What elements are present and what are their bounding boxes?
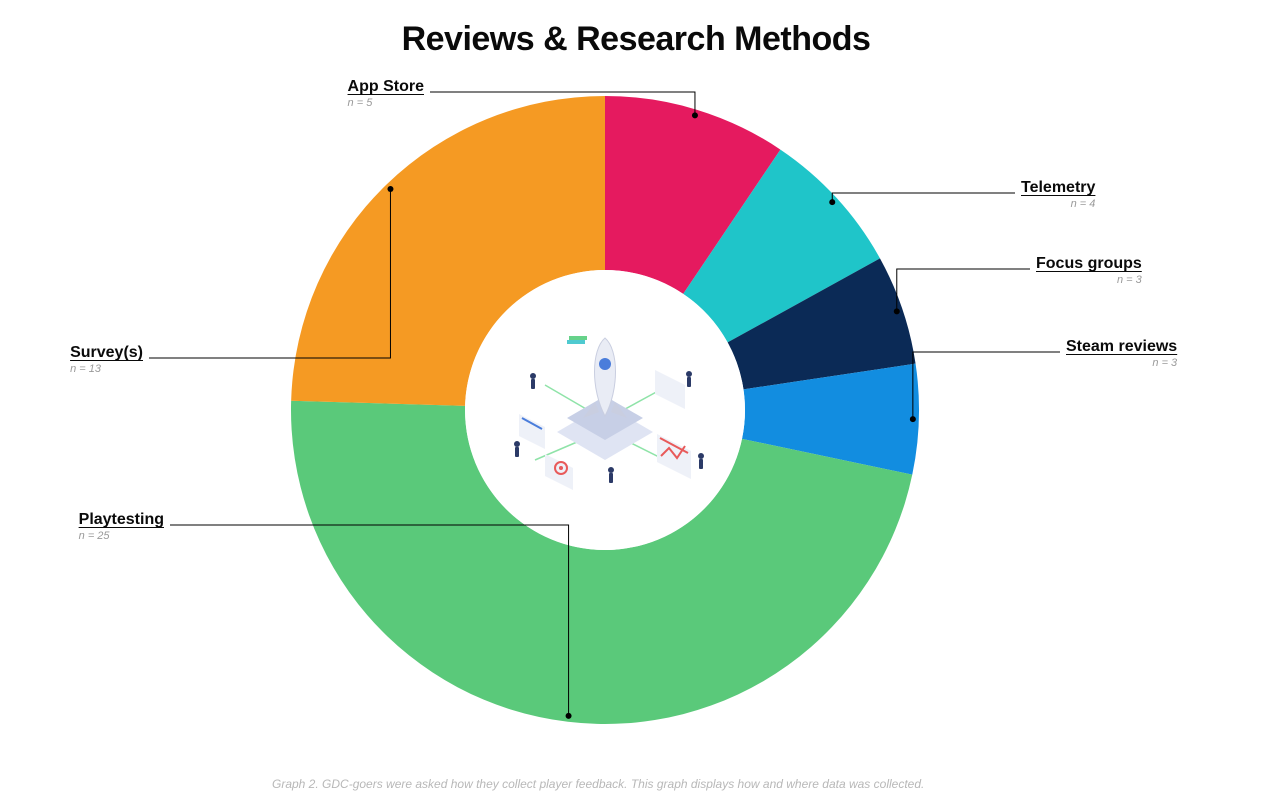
leader-line bbox=[897, 269, 1030, 311]
slice-label: Survey(s)n = 13 bbox=[70, 344, 143, 375]
slice-label-name: Survey(s) bbox=[70, 344, 143, 362]
slice-label-n: n = 3 bbox=[1036, 274, 1142, 286]
slice-label-name: Telemetry bbox=[1021, 179, 1095, 197]
slice-label: Telemetryn = 4 bbox=[1021, 179, 1095, 210]
chart-title: Reviews & Research Methods bbox=[0, 20, 1272, 59]
slice-label-n: n = 4 bbox=[1021, 198, 1095, 210]
donut-chart: App Storen = 5 Telemetryn = 4 Focus groups… bbox=[0, 80, 1272, 760]
leader-line bbox=[832, 193, 1015, 202]
slice-label: Playtestingn = 25 bbox=[79, 511, 164, 542]
leader-line bbox=[913, 352, 1060, 419]
slice-label: Steam reviewsn = 3 bbox=[1066, 338, 1177, 369]
slice-label-name: Focus groups bbox=[1036, 255, 1142, 273]
slice-label-n: n = 5 bbox=[348, 97, 424, 109]
slice-label-name: Playtesting bbox=[79, 511, 164, 529]
slice-label-name: Steam reviews bbox=[1066, 338, 1177, 356]
slice-label-n: n = 25 bbox=[79, 530, 164, 542]
slice-label-name: App Store bbox=[348, 78, 424, 96]
slice-label: Focus groupsn = 3 bbox=[1036, 255, 1142, 286]
slice-label-n: n = 3 bbox=[1066, 357, 1177, 369]
slice-label: App Storen = 5 bbox=[348, 78, 424, 109]
chart-caption: Graph 2. GDC-goers were asked how they c… bbox=[272, 776, 1012, 792]
slice-label-n: n = 13 bbox=[70, 363, 143, 375]
